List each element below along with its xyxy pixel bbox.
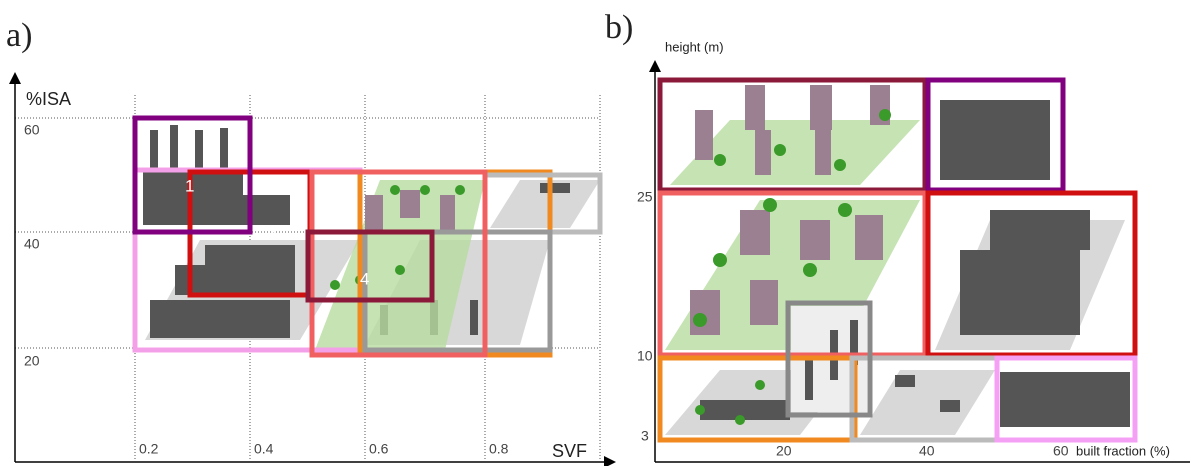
panel-label: b): [605, 9, 633, 46]
box-label: 1: [185, 176, 194, 195]
scene-illustrations: [143, 125, 600, 350]
x-tick-label: 0.8: [489, 441, 509, 457]
x-axis-label: built fraction (%): [1076, 443, 1170, 458]
x-tick-label: 0.4: [254, 441, 274, 457]
scene-illustrations: [665, 85, 1130, 435]
panel-label: a): [6, 17, 32, 54]
x-tick-label: 40: [919, 443, 935, 459]
y-axis-label: height (m): [665, 39, 724, 54]
box-label: 4: [360, 269, 369, 288]
box-label: 2: [268, 221, 277, 240]
y-tick-label: 60: [24, 122, 40, 138]
figure: a) %ISA SVF 60 40 20 0.2 0.4 0.6 0.8: [0, 0, 1198, 466]
y-tick-label: 3: [641, 428, 649, 444]
x-tick-label: 20: [776, 443, 792, 459]
box-label: 8: [498, 181, 507, 200]
y-tick-label: 25: [637, 189, 653, 205]
y-axis-label: %ISA: [26, 89, 71, 109]
x-tick-label: 60: [1053, 443, 1069, 459]
y-tick-label: 20: [24, 353, 40, 369]
x-tick-label: 0.2: [139, 441, 159, 457]
x-axis-label: SVF: [552, 441, 587, 461]
y-tick-label: 40: [24, 236, 40, 252]
x-tick-label: 0.6: [369, 441, 389, 457]
y-tick-label: 10: [637, 348, 653, 364]
